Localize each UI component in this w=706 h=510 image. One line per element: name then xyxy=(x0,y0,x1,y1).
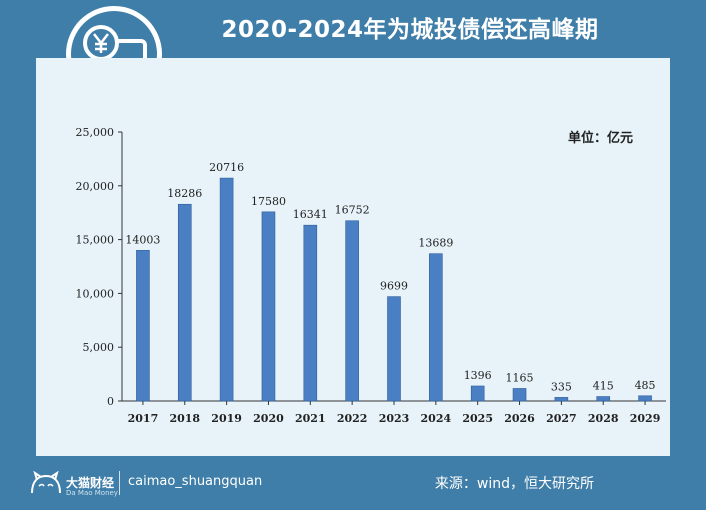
bar xyxy=(512,388,527,402)
chart-panel: 0 5,000 10,000 15,000 20,000 25,000 14003 2017 1… xyxy=(36,58,670,456)
data-label: 9699 xyxy=(380,280,408,293)
x-tick-label: 2028 xyxy=(588,412,619,425)
data-label: 485 xyxy=(635,379,656,392)
bar xyxy=(219,177,234,402)
bar xyxy=(429,253,443,402)
bar xyxy=(470,385,485,402)
data-label: 16752 xyxy=(335,204,370,217)
source-note: 来源：wind，恒大研究所 xyxy=(434,476,594,492)
y-tick-label: 15,000 xyxy=(76,234,115,247)
x-tick-label: 2020 xyxy=(253,412,284,425)
data-label: 335 xyxy=(551,380,572,393)
page-title: 2020-2024年为城投债偿还高峰期 xyxy=(221,17,599,43)
data-label: 1165 xyxy=(506,371,534,384)
y-tick-label: 5,000 xyxy=(83,341,115,354)
brand-name: 大猫财经 xyxy=(66,476,115,490)
data-label: 20716 xyxy=(209,161,244,174)
y-tick-label: 0 xyxy=(107,395,114,408)
x-tick-label: 2022 xyxy=(337,412,368,425)
x-tick-label: 2024 xyxy=(421,412,452,425)
bar xyxy=(638,395,652,402)
x-tick-label: 2017 xyxy=(128,412,159,425)
bar xyxy=(554,397,569,402)
data-label: 14003 xyxy=(125,233,160,246)
x-tick-label: 2027 xyxy=(546,412,577,425)
x-tick-label: 2029 xyxy=(630,412,661,425)
bar xyxy=(596,396,611,402)
cat-logo-icon xyxy=(31,471,61,494)
bar xyxy=(303,224,318,402)
bar xyxy=(177,203,192,402)
footer-divider xyxy=(119,471,120,495)
brand-subtitle: Da Mao Money xyxy=(66,489,118,497)
data-label: 415 xyxy=(593,380,614,393)
title-bar: 2020-2024年为城投债偿还高峰期 xyxy=(0,0,706,58)
data-label: 18286 xyxy=(167,187,202,200)
unit-label: 单位：亿元 xyxy=(568,130,633,146)
account-handle: caimao_shuangquan xyxy=(128,474,263,489)
bar xyxy=(136,250,150,402)
y-tick-label: 20,000 xyxy=(76,180,115,193)
x-tick-label: 2019 xyxy=(211,412,242,425)
data-label: 13689 xyxy=(418,237,453,250)
data-label: 16341 xyxy=(293,208,328,221)
y-tick-label: 25,000 xyxy=(76,126,115,139)
x-tick-label: 2018 xyxy=(169,412,200,425)
x-tick-label: 2023 xyxy=(379,412,410,425)
x-tick-label: 2025 xyxy=(462,412,493,425)
bar xyxy=(387,296,401,402)
data-label: 1396 xyxy=(464,369,492,382)
bar xyxy=(345,220,359,402)
bar xyxy=(261,211,276,402)
data-label: 17580 xyxy=(251,195,286,208)
footer: 大猫财经 Da Mao Money caimao_shuangquan 来源：w… xyxy=(0,458,706,510)
x-tick-label: 2026 xyxy=(504,412,535,425)
bar-chart: 0 5,000 10,000 15,000 20,000 25,000 14003 2017 1… xyxy=(76,126,666,425)
y-tick-label: 10,000 xyxy=(76,287,115,300)
x-tick-label: 2021 xyxy=(295,412,326,425)
